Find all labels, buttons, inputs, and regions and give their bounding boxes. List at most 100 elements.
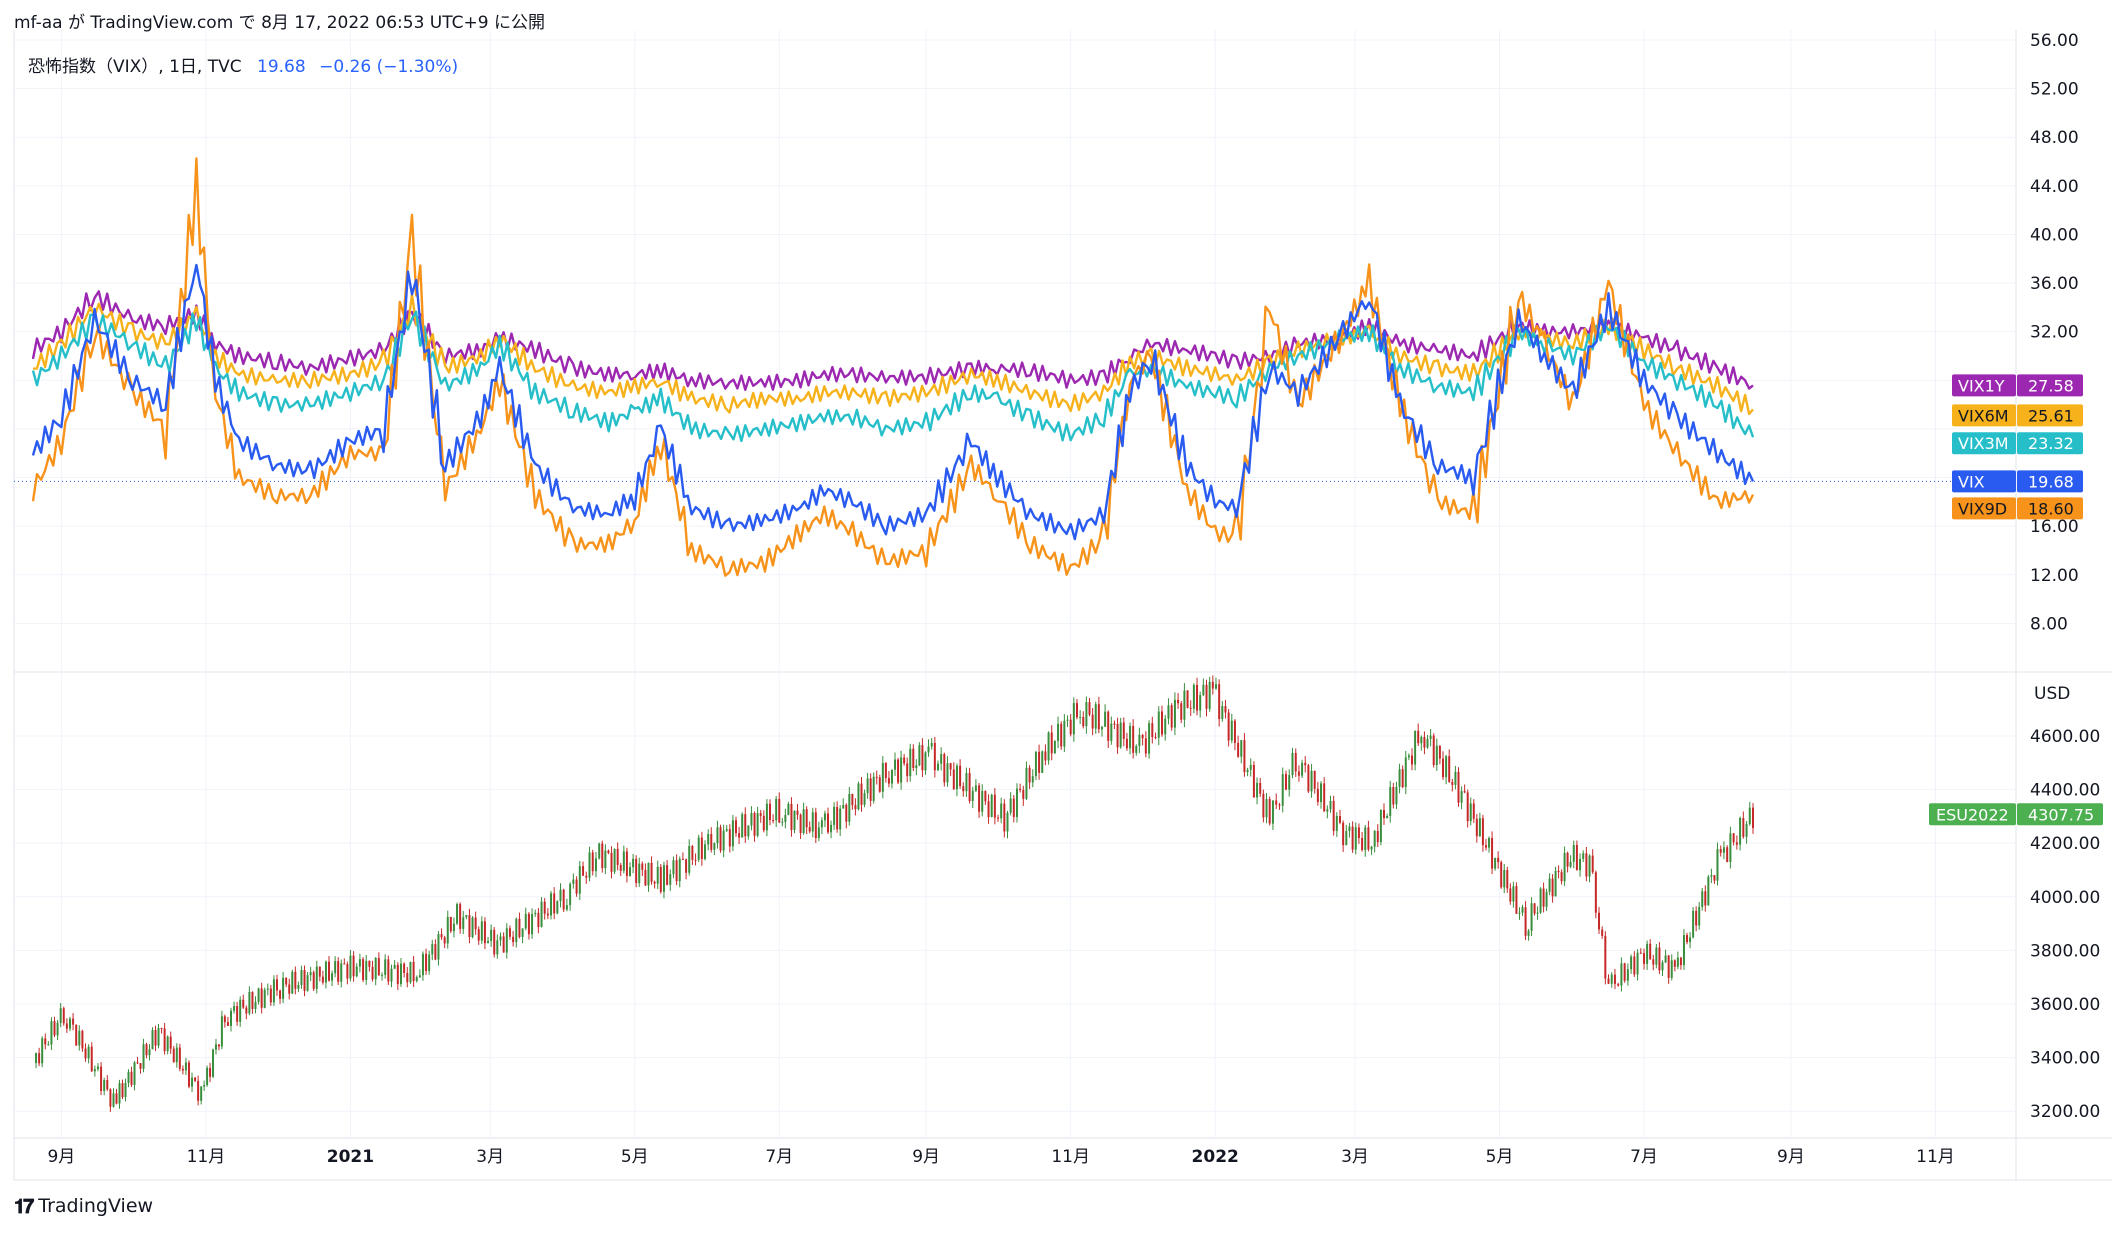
candle-body [212, 1049, 215, 1077]
candle-body [1000, 803, 1003, 819]
candle-body [465, 915, 468, 918]
candle-body [1745, 824, 1748, 837]
candle-body [1463, 791, 1466, 793]
candle-body [1278, 804, 1281, 806]
candle-body [431, 944, 434, 955]
candle-body [863, 793, 866, 805]
candle-body [974, 785, 977, 791]
candle-body [990, 794, 993, 818]
candle-body [638, 863, 641, 884]
candle-body [1410, 755, 1413, 765]
candle-body [381, 974, 384, 976]
candle-body [474, 917, 477, 930]
candle-body [303, 970, 306, 991]
candle-body [1307, 765, 1310, 792]
candle-body [512, 936, 515, 943]
candle-body [790, 803, 793, 830]
candle-body [1667, 955, 1670, 978]
candle-body [112, 1093, 115, 1107]
y-tick-label-top: 36.00 [2030, 274, 2079, 294]
candle-body [483, 921, 486, 944]
series-name-label: VIX6M [1958, 406, 2009, 425]
candle-body [118, 1083, 121, 1104]
candle-body [84, 1048, 87, 1059]
candle-body [468, 915, 471, 938]
candle-body [1164, 718, 1167, 735]
candle-body [206, 1067, 209, 1086]
candle-body [75, 1024, 78, 1046]
candle-body [1294, 752, 1297, 772]
candle-body [214, 1044, 217, 1050]
candle-body [124, 1082, 127, 1098]
candle-body [130, 1071, 133, 1085]
candle-body [1144, 738, 1147, 754]
candle-body [121, 1083, 124, 1098]
candle-body [1484, 845, 1487, 848]
candle-body [1202, 684, 1205, 696]
candle-body [650, 862, 653, 882]
candle-body [1141, 734, 1144, 739]
candle-body [1151, 723, 1154, 738]
candle-body [1370, 846, 1373, 850]
candle-body [1598, 912, 1601, 930]
candle-body [443, 937, 446, 944]
candle-body [559, 889, 562, 902]
candle-body [68, 1018, 71, 1029]
candle-body [1533, 903, 1536, 914]
series-name-label: VIX9D [1958, 499, 2007, 518]
candle-body [35, 1053, 38, 1063]
candle-body [312, 972, 315, 989]
candle-body [1183, 690, 1186, 720]
candle-body [1252, 764, 1255, 798]
candle-body [456, 904, 459, 924]
candle-body [1607, 978, 1610, 984]
candle-body [738, 833, 741, 838]
candle-body [1230, 720, 1233, 741]
candle-body [1748, 807, 1751, 825]
es-price-label: 4307.75 [2028, 805, 2094, 824]
candle-body [1610, 974, 1613, 984]
candle-body [1530, 903, 1533, 931]
candle-body [1569, 861, 1572, 867]
candle-body [1310, 770, 1313, 792]
candle-body [802, 809, 805, 834]
tradingview-logo[interactable]: 𝟏𝟕 TradingView [14, 1194, 153, 1218]
candle-body [562, 889, 565, 910]
candle-body [1545, 891, 1548, 907]
candle-body [700, 837, 703, 859]
candle-body [459, 904, 462, 929]
candle-body [334, 961, 337, 974]
es-name-label: ESU2022 [1936, 805, 2009, 824]
candle-body [1271, 800, 1274, 824]
candle-body [793, 810, 796, 830]
candle-body [572, 879, 575, 884]
candle-body [477, 929, 480, 941]
candle-body [251, 991, 254, 1009]
candle-body [607, 850, 610, 853]
candle-body [260, 988, 263, 1008]
candle-body [909, 748, 912, 777]
candle-body [236, 1006, 239, 1022]
candle-body [321, 976, 324, 983]
candle-body [527, 913, 530, 935]
candle-body [675, 860, 678, 882]
series-price-label: 25.61 [2028, 406, 2074, 425]
candle-body [374, 957, 377, 980]
candle-body [1732, 833, 1735, 843]
candle-body [1524, 907, 1527, 936]
candle-body [716, 827, 719, 844]
y-tick-label-bottom: 3400.00 [2030, 1049, 2100, 1069]
candle-body [229, 1010, 232, 1026]
candle-body [1620, 963, 1623, 986]
candle-body [881, 763, 884, 792]
candle-body [965, 773, 968, 792]
candle-body [1097, 704, 1100, 730]
candle-body [184, 1062, 187, 1071]
candle-body [1695, 910, 1698, 926]
candle-body [1682, 935, 1685, 966]
candle-body [1739, 817, 1742, 845]
candle-body [1034, 751, 1037, 777]
candle-body [1503, 870, 1506, 888]
candle-body [371, 966, 374, 980]
